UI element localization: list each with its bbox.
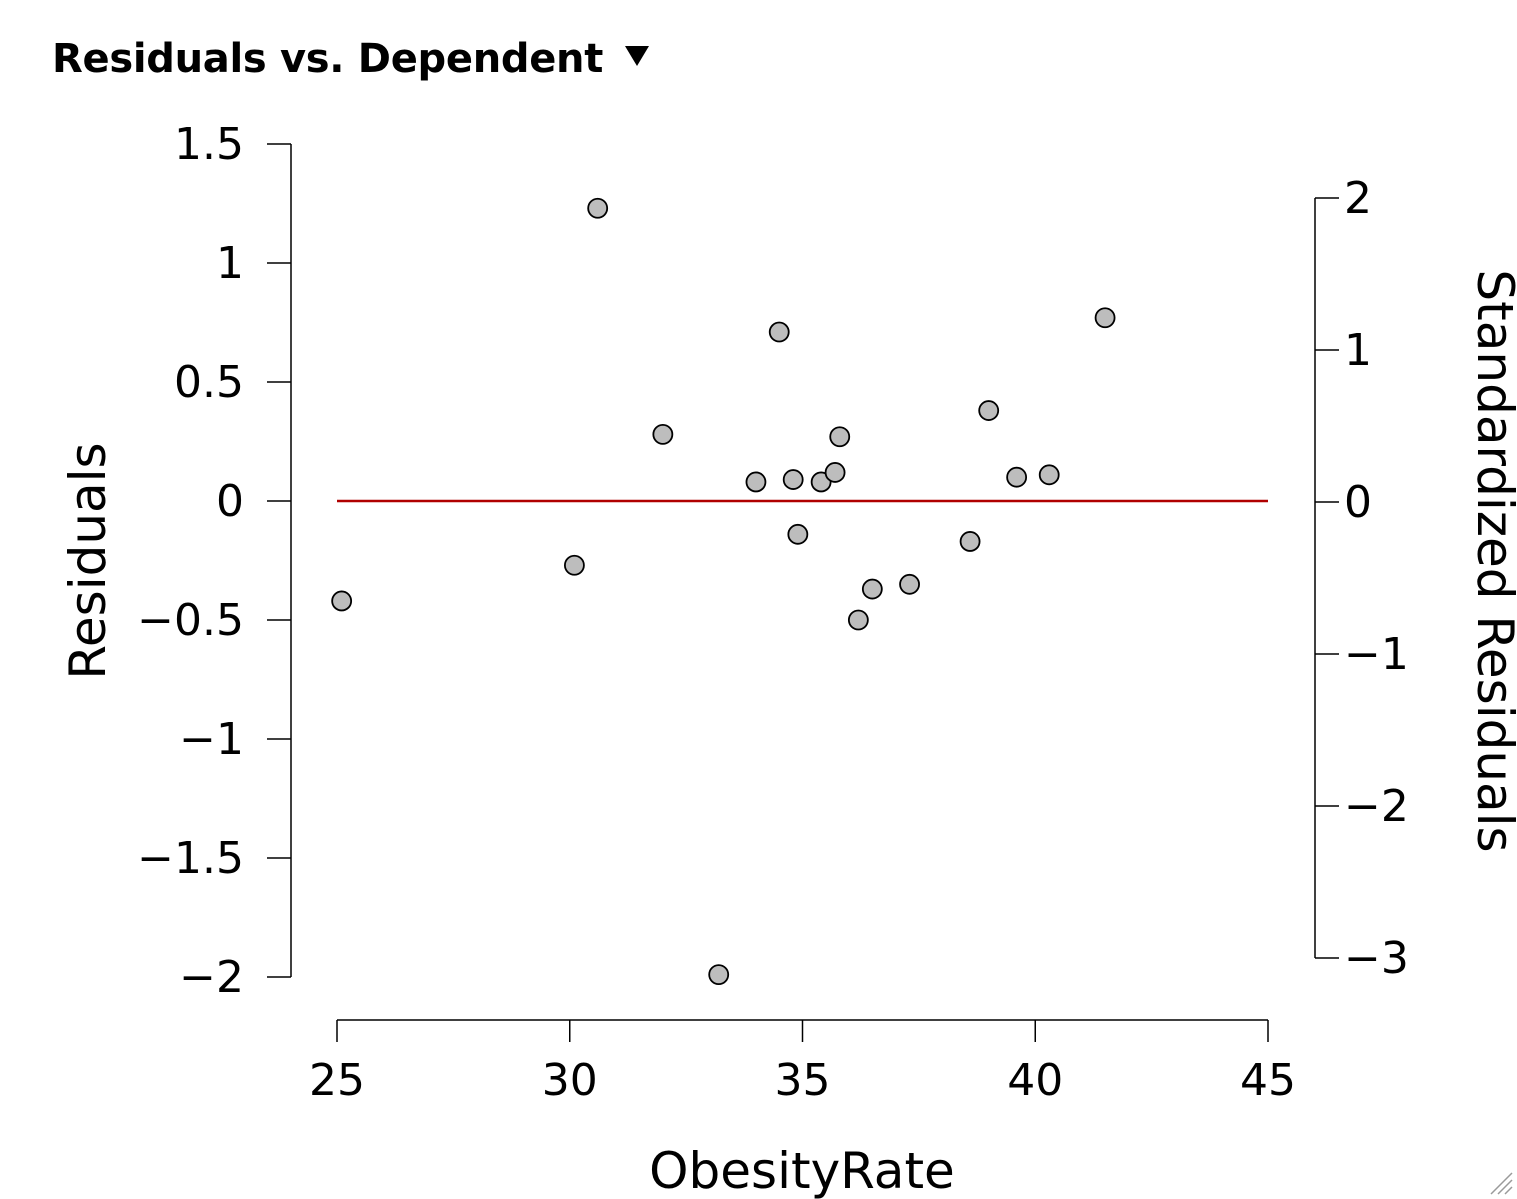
- data-point: [1094, 307, 1116, 329]
- y-tick-label: 1.5: [174, 119, 244, 170]
- x-axis-label: ObesityRate: [649, 1142, 955, 1199]
- data-point: [959, 531, 981, 552]
- y2-axis-label: Standardized Residuals: [1466, 269, 1517, 852]
- points-group: [331, 197, 1116, 986]
- x-tick-label: 45: [1240, 1055, 1296, 1106]
- data-point: [768, 321, 790, 343]
- y-tick-label: −1: [179, 714, 244, 765]
- data-point: [708, 964, 730, 986]
- data-point: [829, 426, 851, 448]
- triangle-down-icon[interactable]: [625, 46, 650, 66]
- y-tick-label: −1.5: [137, 833, 244, 884]
- y-tick-label: −2: [179, 952, 244, 1003]
- data-point: [782, 469, 804, 490]
- y-tick-label: −0.5: [137, 595, 244, 646]
- data-point: [861, 578, 883, 600]
- data-point: [899, 573, 920, 595]
- y2-tick-label: −3: [1344, 933, 1409, 984]
- x-tick-label: 30: [542, 1055, 598, 1106]
- data-point: [1038, 464, 1060, 486]
- y2-tick-label: −1: [1344, 629, 1409, 680]
- data-point: [847, 609, 869, 631]
- y-tick-label: 1: [216, 238, 244, 289]
- x-axis: 25 30 35 40 45: [309, 1019, 1296, 1106]
- panel-title: Residuals vs. Dependent: [52, 36, 604, 82]
- resize-grip-icon[interactable]: [1485, 1167, 1513, 1195]
- y2-tick-label: 1: [1344, 325, 1372, 376]
- data-point: [587, 197, 609, 219]
- y2-tick-label: 0: [1344, 477, 1372, 528]
- data-point: [564, 554, 585, 576]
- y-tick-label: 0.5: [174, 357, 244, 408]
- x-tick-label: 25: [309, 1055, 365, 1106]
- x-tick-label: 40: [1007, 1055, 1063, 1106]
- data-point: [978, 400, 1000, 421]
- panel-header[interactable]: Residuals vs. Dependent: [52, 36, 650, 82]
- data-point: [824, 462, 846, 483]
- y2-tick-label: −2: [1344, 781, 1409, 832]
- x-tick-label: 35: [775, 1055, 831, 1106]
- data-point: [331, 590, 353, 612]
- y-axis-left: 1.5 1 0.5 0 −0.5 −1 −1.5 −2: [137, 119, 292, 1003]
- y-tick-label: 0: [216, 476, 244, 527]
- data-point: [787, 523, 809, 545]
- y-axis-right: 2 1 0 −1 −2 −3: [1314, 173, 1409, 984]
- y-axis-label: Residuals: [59, 442, 117, 679]
- data-point: [745, 471, 767, 493]
- data-point: [652, 423, 674, 445]
- data-point: [1006, 466, 1028, 488]
- y2-tick-label: 2: [1344, 173, 1372, 224]
